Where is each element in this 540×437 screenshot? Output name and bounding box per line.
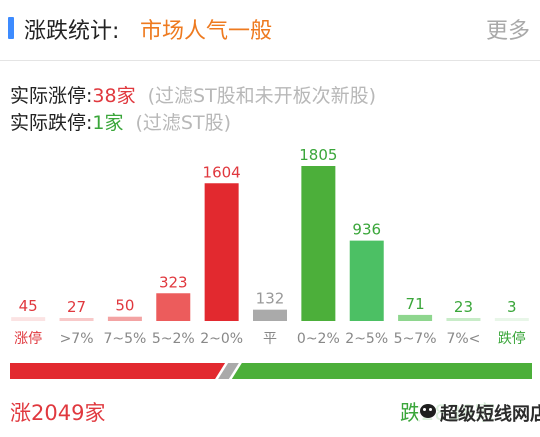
category-label: 2~0% xyxy=(200,331,243,347)
limit-up-label: 实际涨停: xyxy=(10,85,93,107)
header-divider xyxy=(0,60,540,61)
bar-value-label: 1805 xyxy=(299,146,337,164)
category-label: 涨停 xyxy=(14,330,42,347)
limit-up-stat: 实际涨停:38家 (过滤ST股和未开板次新股) xyxy=(10,81,376,108)
up-segment xyxy=(10,363,226,379)
wechat-icon xyxy=(420,404,436,418)
bar-2 xyxy=(107,316,142,321)
more-link[interactable]: 更多 xyxy=(485,19,530,44)
category-label: 0~2% xyxy=(297,331,340,347)
category-label: >7% xyxy=(60,331,94,347)
bar-value-label: 323 xyxy=(159,273,188,291)
limit-down-stat: 实际跌停:1家 (过滤ST股) xyxy=(10,108,231,135)
header-accent-bar xyxy=(8,17,14,39)
bar-value-label: 936 xyxy=(352,221,381,239)
category-label: 2~5% xyxy=(345,331,388,347)
bar-value-label: 3 xyxy=(507,298,517,316)
limit-up-value: 38家 xyxy=(92,85,136,107)
panel-title: 涨跌统计: xyxy=(24,19,120,44)
bar-7 xyxy=(349,240,384,321)
bar-value-label: 1604 xyxy=(203,163,241,181)
category-label: 5~2% xyxy=(152,331,195,347)
bar-6 xyxy=(301,166,336,321)
limit-up-note: (过滤ST股和未开板次新股) xyxy=(147,85,377,107)
category-label: 跌停 xyxy=(498,330,526,347)
bar-3 xyxy=(156,293,191,321)
bar-0 xyxy=(11,317,46,321)
bar-value-label: 50 xyxy=(115,297,134,315)
flat-segment xyxy=(218,363,239,379)
category-label: 平 xyxy=(263,331,277,347)
bar-value-label: 45 xyxy=(19,297,38,315)
bar-value-label: 23 xyxy=(454,298,473,316)
bar-value-label: 132 xyxy=(256,290,285,308)
watermark: 超级短线网店 xyxy=(418,398,540,428)
bar-8 xyxy=(398,314,433,321)
bar-10 xyxy=(494,318,529,321)
market-sentiment-label: 市场人气一般 xyxy=(140,19,273,44)
limit-down-value: 1家 xyxy=(92,112,124,134)
bar-4 xyxy=(204,183,239,321)
bar-value-label: 27 xyxy=(67,298,86,316)
distribution-bar-chart: 45涨停27>7%507~5%3235~2%16042~0%132平18050~… xyxy=(11,146,529,347)
total-up-count: 涨2049家 xyxy=(10,401,106,425)
watermark-text: 超级短线网店 xyxy=(440,404,540,425)
limit-down-label: 实际跌停: xyxy=(10,112,93,134)
category-label: 7~5% xyxy=(103,331,146,347)
up-down-split-bar xyxy=(10,363,533,379)
bar-9 xyxy=(446,318,481,321)
category-label: 5~7% xyxy=(394,331,437,347)
down-segment xyxy=(231,363,533,379)
limit-down-note: (过滤ST股) xyxy=(135,112,232,134)
bar-1 xyxy=(59,318,94,321)
category-label: 7%< xyxy=(446,331,480,347)
bar-5 xyxy=(253,309,287,321)
bar-value-label: 71 xyxy=(406,295,425,313)
panel-header: 涨跌统计: 市场人气一般 更多 xyxy=(0,0,540,58)
